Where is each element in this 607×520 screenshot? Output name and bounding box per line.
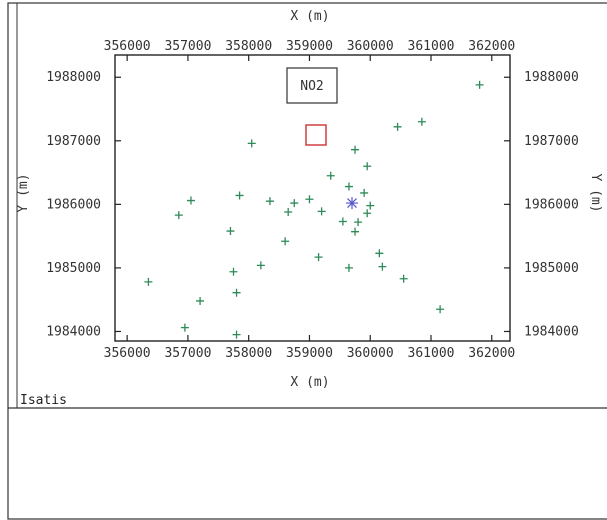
sample-point-plus: [360, 188, 369, 197]
y-axis-title-right: Y (m): [588, 173, 603, 212]
x-tick-label-bottom: 362000: [468, 346, 515, 361]
x-axis-title-top: X (m): [290, 9, 329, 24]
app-name-label: Isatis: [20, 393, 67, 408]
x-tick-label-bottom: 357000: [164, 346, 211, 361]
sample-point-plus: [344, 182, 353, 191]
sample-point-plus: [344, 263, 353, 272]
x-tick-label-bottom: 358000: [225, 346, 272, 361]
plot-area: [114, 54, 511, 342]
sample-point-plus: [232, 330, 241, 339]
sample-point-plus: [174, 211, 183, 220]
sample-point-plus: [226, 227, 235, 236]
sample-point-plus: [180, 323, 189, 332]
sample-point-plus: [265, 197, 274, 206]
sample-point-plus: [363, 209, 372, 218]
x-axis-title-bottom: X (m): [290, 375, 329, 390]
sample-point-plus: [378, 262, 387, 271]
legend-box: [286, 67, 338, 104]
x-tick-label-top: 357000: [164, 39, 211, 54]
x-tick-label-bottom: 360000: [347, 346, 394, 361]
legend: NO2: [286, 67, 338, 146]
y-tick-label-right: 1988000: [524, 70, 579, 85]
sample-point-plus: [363, 162, 372, 171]
y-tick-label-left: 1987000: [46, 134, 101, 149]
y-tick-label-left: 1985000: [46, 261, 101, 276]
sample-point-plus: [354, 218, 363, 227]
x-tick-label-top: 362000: [468, 39, 515, 54]
sample-point-plus: [351, 227, 360, 236]
axis-ticks: [115, 55, 510, 341]
sample-point-plus: [436, 305, 445, 314]
sample-point-plus: [290, 199, 299, 208]
y-tick-label-left: 1988000: [46, 70, 101, 85]
x-tick-label-top: 356000: [104, 39, 151, 54]
y-tick-label-left: 1986000: [46, 197, 101, 212]
data-points: [144, 80, 484, 339]
sample-point-plus: [235, 191, 244, 200]
y-tick-label-right: 1985000: [524, 261, 579, 276]
y-tick-label-right: 1986000: [524, 197, 579, 212]
sample-point-plus: [247, 139, 256, 148]
sample-point-plus: [281, 237, 290, 246]
sample-point-plus: [284, 207, 293, 216]
sample-point-plus: [186, 196, 195, 205]
outer-frame: [7, 2, 607, 520]
sample-point-plus: [326, 171, 335, 180]
sample-point-plus: [229, 267, 238, 276]
x-tick-label-top: 358000: [225, 39, 272, 54]
sample-point-plus: [338, 217, 347, 226]
legend-label: NO2: [300, 79, 323, 94]
sample-point-plus: [375, 249, 384, 258]
sample-point-plus: [305, 195, 314, 204]
legend-swatch: [305, 124, 327, 146]
sample-point-plus: [366, 201, 375, 210]
y-tick-label-left: 1984000: [46, 324, 101, 339]
target-point-asterisk: [346, 197, 358, 210]
sample-point-plus: [314, 253, 323, 262]
x-tick-label-bottom: 361000: [408, 346, 455, 361]
sample-point-plus: [351, 145, 360, 154]
x-tick-label-top: 359000: [286, 39, 333, 54]
x-tick-label-top: 360000: [347, 39, 394, 54]
axis-tick-labels: 356000 356000 357000 357000 358000 358000 3590…: [46, 39, 579, 361]
sample-point-plus: [196, 296, 205, 305]
y-tick-label-right: 1987000: [524, 134, 579, 149]
x-tick-label-bottom: 359000: [286, 346, 333, 361]
sample-point-plus: [144, 277, 153, 286]
y-tick-label-right: 1984000: [524, 324, 579, 339]
x-tick-label-top: 361000: [408, 39, 455, 54]
sample-point-plus: [399, 274, 408, 283]
sample-point-plus: [417, 117, 426, 126]
sample-point-plus: [475, 80, 484, 89]
sample-point-plus: [393, 122, 402, 131]
sample-point-plus: [256, 261, 265, 270]
sample-point-plus: [232, 288, 241, 297]
sample-point-plus: [317, 207, 326, 216]
y-axis-title-left: Y (m): [16, 173, 31, 212]
x-tick-label-bottom: 356000: [104, 346, 151, 361]
